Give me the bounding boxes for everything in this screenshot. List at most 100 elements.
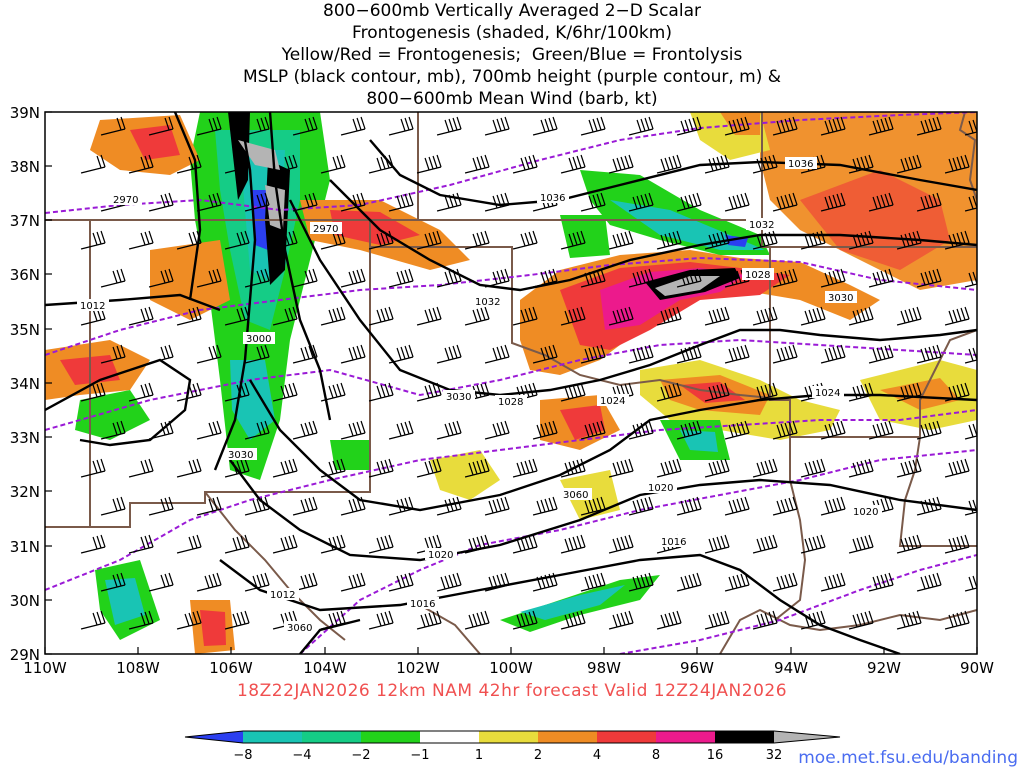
wind-barb: [340, 116, 366, 136]
wind-barb: [560, 382, 586, 402]
wind-barb: [656, 154, 682, 174]
height-label: 3060: [287, 623, 312, 634]
wind-barb: [368, 154, 394, 174]
wind-barb: [368, 610, 394, 630]
wind-barb: [896, 306, 922, 326]
wind-barb: [800, 458, 826, 478]
wind-barb: [436, 572, 462, 592]
wind-barb: [532, 420, 558, 440]
wind-barb: [128, 610, 154, 630]
height-label: 3060: [563, 490, 588, 501]
colorbar-low-arrow: [185, 731, 243, 743]
wind-barb: [772, 344, 798, 364]
credit-link[interactable]: moe.met.fsu.edu/banding: [798, 748, 1018, 768]
mslp-label: 1032: [475, 297, 500, 308]
wind-barb: [580, 268, 606, 288]
mslp-label: 1016: [661, 537, 686, 548]
wind-barb: [512, 534, 538, 554]
wind-barb: [388, 268, 414, 288]
wind-barb: [416, 154, 442, 174]
colorbar-label: −4: [292, 748, 311, 763]
lat-label: 33N: [10, 429, 40, 447]
lon-label: 98W: [587, 659, 621, 677]
wind-barb: [128, 306, 154, 326]
wind-barb: [772, 192, 798, 212]
colorbar-high-arrow: [774, 731, 840, 743]
mslp-label: 1024: [600, 396, 625, 407]
wind-barb: [292, 268, 318, 288]
wind-barb: [224, 382, 250, 402]
wind-barb: [512, 610, 538, 630]
wind-barb: [80, 154, 106, 174]
wind-barb: [772, 572, 798, 592]
wind-barb: [724, 116, 750, 136]
wind-barb: [196, 420, 222, 440]
wind-barb: [560, 610, 586, 630]
wind-barb: [100, 420, 126, 440]
wind-barb: [608, 306, 634, 326]
wind-barb: [320, 534, 346, 554]
wind-barb: [704, 534, 730, 554]
wind-barb: [464, 306, 490, 326]
colorbar-cell: [420, 731, 479, 743]
wind-barb: [848, 230, 874, 250]
lat-label: 31N: [10, 538, 40, 556]
wind-barb: [628, 268, 654, 288]
wind-barb: [800, 306, 826, 326]
wind-barb: [868, 572, 894, 592]
wind-barb: [128, 534, 154, 554]
mslp-label: 1036: [788, 159, 813, 170]
wind-barb: [820, 420, 846, 440]
wind-barb: [868, 192, 894, 212]
wind-barb: [896, 230, 922, 250]
lon-label: 104W: [303, 659, 347, 677]
wind-barb: [820, 268, 846, 288]
wind-barb: [388, 192, 414, 212]
map-title: 800−600mb Vertically Averaged 2−D Scalar…: [0, 0, 1024, 110]
wind-barb: [388, 572, 414, 592]
wind-barb: [896, 458, 922, 478]
wind-barb: [292, 116, 318, 136]
colorbar-label: 2: [534, 748, 542, 763]
wind-barb: [628, 116, 654, 136]
colorbar-cell: [243, 731, 302, 743]
lat-label: 39N: [10, 104, 40, 122]
wind-barb: [944, 610, 970, 630]
colorbar-label: 4: [593, 748, 601, 763]
wind-barb: [656, 458, 682, 478]
wind-barb: [464, 382, 490, 402]
wind-barb: [512, 458, 538, 478]
wind-barb: [484, 268, 510, 288]
wind-barb: [484, 420, 510, 440]
lat-label: 35N: [10, 321, 40, 339]
wind-barb: [320, 382, 346, 402]
wind-barb: [272, 230, 298, 250]
wind-barb: [272, 458, 298, 478]
wind-barb: [244, 192, 270, 212]
map-plot-area: [45, 112, 977, 654]
wind-barb: [436, 344, 462, 364]
wind-barb: [100, 268, 126, 288]
height-label: 3030: [228, 450, 253, 461]
title-line-2: Frontogenesis (shaded, K/6hr/100km): [352, 23, 672, 43]
wind-barb: [148, 496, 174, 516]
lon-label: 102W: [396, 659, 440, 677]
mslp-label: 1020: [428, 550, 453, 561]
wind-barb: [608, 458, 634, 478]
wind-barb: [800, 534, 826, 554]
height-label: 3030: [828, 293, 853, 304]
wind-barb: [896, 154, 922, 174]
height-label: 3030: [446, 392, 471, 403]
wind-barb: [580, 192, 606, 212]
wind-barb: [148, 192, 174, 212]
lon-label: 96W: [680, 659, 714, 677]
wind-barb: [416, 230, 442, 250]
wind-barb: [176, 306, 202, 326]
wind-barb: [848, 610, 874, 630]
wind-barb: [656, 306, 682, 326]
wind-barb: [340, 344, 366, 364]
wind-barb: [848, 154, 874, 174]
wind-barb: [80, 534, 106, 554]
wind-barb: [484, 344, 510, 364]
